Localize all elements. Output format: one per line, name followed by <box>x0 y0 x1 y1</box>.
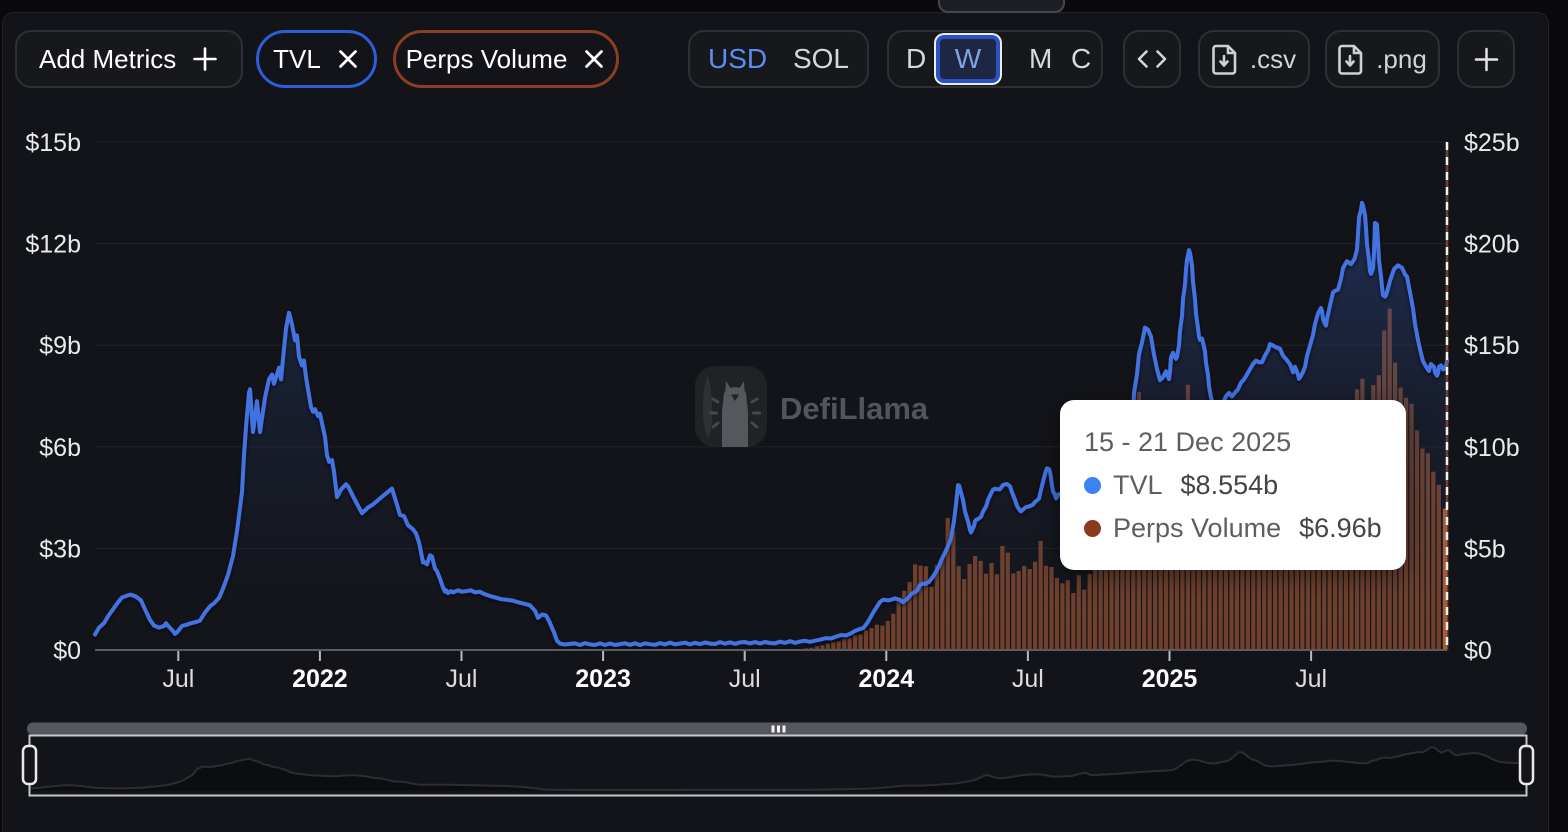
svg-text:$10b: $10b <box>1464 434 1520 462</box>
svg-text:Jul: Jul <box>446 665 478 693</box>
svg-text:Jul: Jul <box>162 665 194 693</box>
svg-text:Jul: Jul <box>1012 665 1044 693</box>
svg-text:2024: 2024 <box>858 665 914 693</box>
svg-text:$0: $0 <box>53 637 81 665</box>
svg-text:$5b: $5b <box>1464 535 1506 563</box>
svg-text:2022: 2022 <box>292 665 348 693</box>
svg-text:DefiLlama: DefiLlama <box>780 391 929 426</box>
svg-text:$20b: $20b <box>1464 231 1520 259</box>
svg-text:$9b: $9b <box>39 332 81 360</box>
svg-text:$15b: $15b <box>25 129 81 157</box>
svg-text:Jul: Jul <box>1295 665 1327 693</box>
svg-text:$25b: $25b <box>1464 129 1520 157</box>
svg-text:$12b: $12b <box>25 231 81 259</box>
svg-text:2023: 2023 <box>575 665 631 693</box>
svg-text:$3b: $3b <box>39 535 81 563</box>
svg-text:Jul: Jul <box>729 665 761 693</box>
svg-text:$6b: $6b <box>39 434 81 462</box>
svg-text:$15b: $15b <box>1464 332 1520 360</box>
svg-text:2025: 2025 <box>1142 665 1198 693</box>
svg-text:$0: $0 <box>1464 637 1492 665</box>
